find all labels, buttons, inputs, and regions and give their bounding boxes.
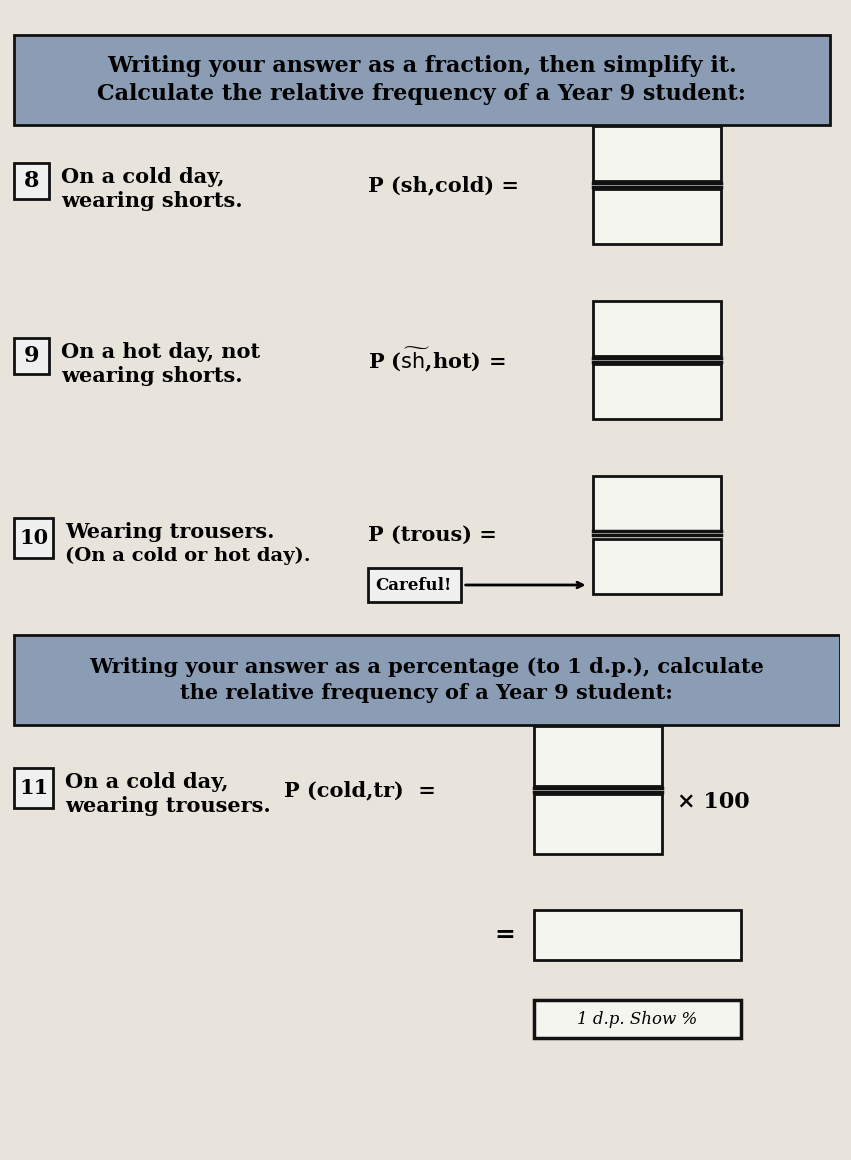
Bar [14,164,49,200]
Bar [593,364,721,419]
Text: On a cold day,: On a cold day, [61,167,225,187]
Text: (On a cold or hot day).: (On a cold or hot day). [65,546,311,565]
Text: =: = [494,923,516,947]
Bar [14,35,830,125]
Bar [14,635,840,725]
Text: P (trous) =: P (trous) = [368,525,496,545]
Text: Wearing trousers.: Wearing trousers. [65,522,275,542]
Bar [368,568,460,602]
Bar [534,1000,740,1038]
Text: On a cold day,: On a cold day, [65,773,229,792]
Text: P ($\widetilde{\mathrm{sh}}$,hot) =: P ($\widetilde{\mathrm{sh}}$,hot) = [368,346,505,375]
Text: 1 d.p. Show %: 1 d.p. Show % [578,1010,698,1028]
Text: wearing trousers.: wearing trousers. [65,796,271,815]
Text: 8: 8 [24,171,39,193]
Bar [593,476,721,531]
Bar [534,793,662,854]
Text: P (cold,tr)  =: P (cold,tr) = [284,780,436,800]
Text: 9: 9 [24,345,39,367]
Text: On a hot day, not: On a hot day, not [61,342,260,362]
Bar [14,519,54,558]
Text: 10: 10 [19,528,49,548]
Text: Writing your answer as a fraction, then simplify it.
Calculate the relative freq: Writing your answer as a fraction, then … [97,55,746,106]
Bar [593,300,721,356]
Text: wearing shorts.: wearing shorts. [61,191,243,211]
Text: × 100: × 100 [677,791,750,813]
Bar [593,126,721,181]
Text: Writing your answer as a percentage (to 1 d.p.), calculate
the relative frequenc: Writing your answer as a percentage (to … [89,657,764,703]
Bar [14,338,49,374]
Bar [534,726,662,786]
Bar [14,768,54,809]
Text: wearing shorts.: wearing shorts. [61,367,243,386]
Text: 11: 11 [19,778,49,798]
Text: P (sh,cold) =: P (sh,cold) = [368,175,518,195]
Bar [593,189,721,244]
Bar [593,539,721,594]
Bar [534,909,740,960]
Text: Careful!: Careful! [375,577,452,594]
